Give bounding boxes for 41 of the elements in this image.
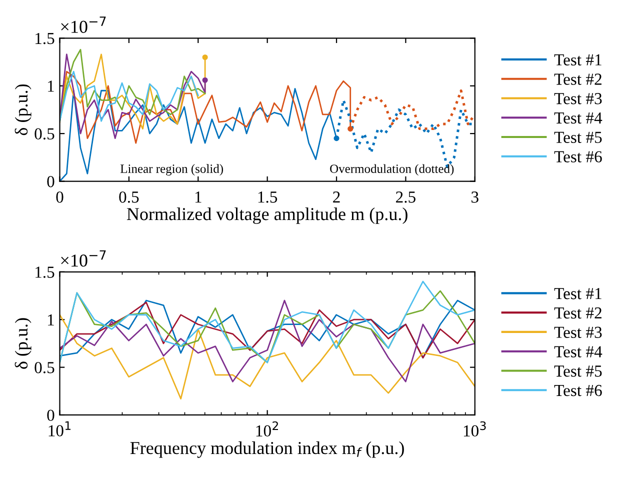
x-axis-title: Frequency modulation index m$_{f}$ (p.u.) bbox=[130, 441, 404, 458]
legend-label: Test #3 bbox=[554, 93, 602, 104]
legend-label: Test #5 bbox=[554, 132, 602, 144]
text: ×10$^{−7}$ bbox=[61, 16, 106, 33]
x-tick-label: 3 bbox=[472, 192, 478, 203]
y-tick-label: 1 bbox=[48, 314, 54, 326]
legend-label: Test #4 bbox=[554, 346, 602, 358]
legend-label: Test #4 bbox=[554, 112, 602, 124]
x-tick-label: 10$^{1}$ bbox=[48, 421, 71, 436]
legend-label: Test #1 bbox=[554, 54, 602, 66]
x-tick-label: 2.5 bbox=[396, 192, 416, 203]
y-tick-label: 1.5 bbox=[36, 266, 54, 278]
y-tick-label: 0.5 bbox=[34, 128, 54, 140]
y-tick-label: 0 bbox=[47, 176, 54, 188]
legend-label: Test #3 bbox=[554, 326, 602, 338]
line-series bbox=[60, 70, 199, 122]
x-tick-label: 1 bbox=[195, 192, 202, 203]
legend-label: Test #6 bbox=[554, 151, 602, 162]
y-tick-label: 0.5 bbox=[34, 362, 54, 374]
x-axis-title: Normalized voltage amplitude m (p.u.) bbox=[126, 207, 408, 224]
text: ×10$^{−7}$ bbox=[61, 250, 106, 267]
legend-label: Test #6 bbox=[554, 384, 602, 396]
x-tick-label: 10$^{2}$ bbox=[256, 421, 278, 437]
line-series bbox=[60, 300, 475, 382]
x-tick-label: 10$^{3}$ bbox=[464, 421, 486, 437]
y-tick-label: 0 bbox=[47, 410, 54, 421]
y-axis-title: δ (p.u.) bbox=[14, 84, 32, 136]
annotation: Linear region (solid) bbox=[120, 164, 224, 176]
y-axis-title: δ (p.u.) bbox=[14, 318, 32, 369]
x-tick-label: 0 bbox=[56, 191, 64, 203]
line-series bbox=[60, 314, 475, 400]
legend-label: Test #2 bbox=[554, 307, 602, 319]
legend-label: Test #1 bbox=[554, 288, 602, 300]
x-tick-label: 0.5 bbox=[119, 191, 139, 203]
y-tick-label: 1.5 bbox=[36, 32, 54, 44]
annotation: Overmodulation (dotted) bbox=[330, 164, 454, 176]
y-tick-label: 1 bbox=[48, 80, 54, 92]
x-tick-label: 1.5 bbox=[258, 192, 278, 203]
legend-label: Test #2 bbox=[554, 74, 602, 85]
x-tick-label: 2 bbox=[333, 192, 340, 203]
legend-label: Test #5 bbox=[554, 366, 602, 377]
